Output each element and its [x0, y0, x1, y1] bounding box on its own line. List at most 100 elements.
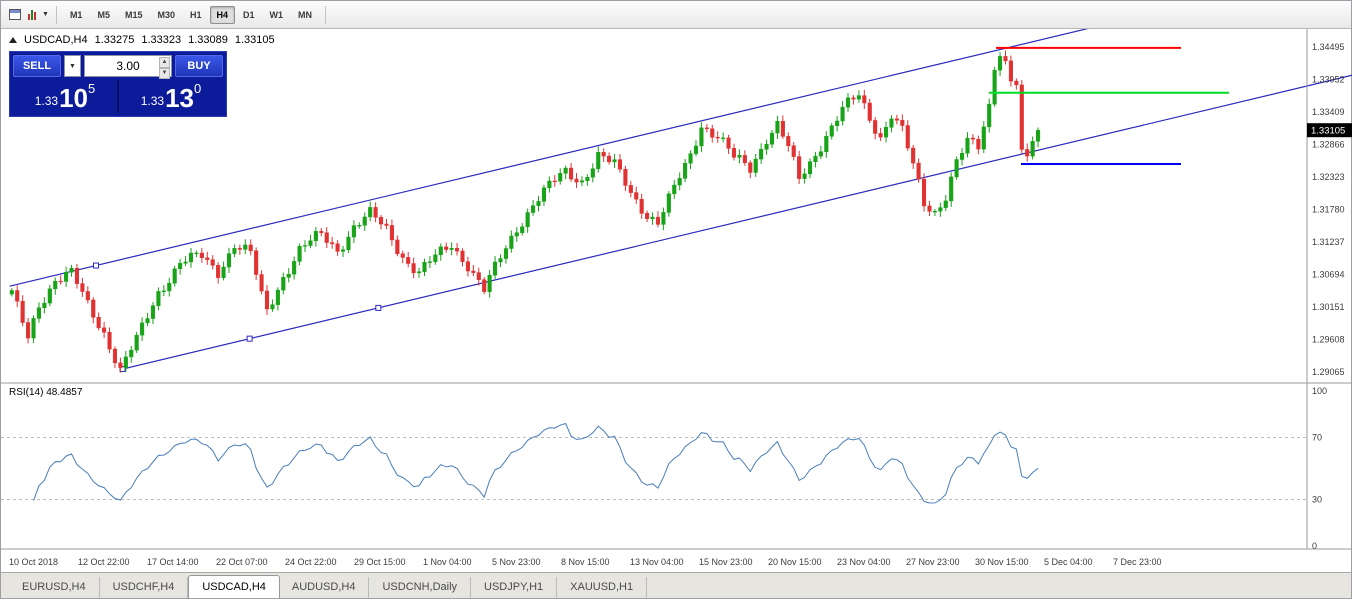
current-price-tag	[1307, 123, 1352, 138]
candle-body	[31, 318, 36, 339]
time-axis-label: 17 Oct 14:00	[147, 557, 199, 567]
candle-body	[949, 176, 954, 202]
candle-body	[862, 95, 867, 104]
time-axis-label: 8 Nov 15:00	[561, 557, 610, 567]
candle-body	[797, 156, 802, 179]
candle-body	[992, 69, 997, 105]
chart-tab-audusd-h4[interactable]: AUDUSD,H4	[279, 577, 370, 598]
channel-lower-line	[122, 74, 1352, 370]
candle-body	[449, 248, 454, 250]
candle-body	[829, 125, 834, 137]
candle-body	[856, 95, 861, 100]
candle-body	[666, 193, 671, 213]
candle-body	[1008, 60, 1013, 82]
candle-body	[340, 249, 346, 252]
candle-body	[645, 213, 650, 220]
candle-body	[938, 207, 943, 212]
chart-window-icon[interactable]	[5, 5, 25, 25]
candle-body	[232, 248, 237, 254]
candle-body	[894, 118, 899, 121]
candle-body	[286, 273, 291, 278]
buy-price[interactable]: 1.33 13 0	[119, 80, 223, 113]
spin-down-icon[interactable]: ▼	[159, 68, 170, 79]
candle-body	[883, 127, 889, 138]
rsi-axis-label: 0	[1312, 541, 1317, 551]
price-axis-label: 1.31780	[1312, 205, 1345, 215]
chart-tab-usdchf-h4[interactable]: USDCHF,H4	[100, 577, 189, 598]
timeframe-button-mn[interactable]: MN	[298, 9, 313, 20]
chart-tab-usdcnh-daily[interactable]: USDCNH,Daily	[369, 577, 472, 598]
timeframe-button-m30[interactable]: M30	[157, 9, 175, 20]
toolbar: ▼ M1 M5 M15 M30 H1 H4 D1 W1 MN	[1, 1, 1351, 29]
candle-body	[53, 280, 58, 290]
one-click-trade-panel: SELL ▼ 3.00 ▲ ▼ BUY 1.33 10 5 1.33 13 0	[9, 51, 227, 117]
candle-body	[916, 162, 921, 180]
candle-body	[1030, 141, 1035, 157]
candle-body	[965, 137, 970, 154]
spin-up-icon[interactable]: ▲	[159, 57, 170, 68]
candle-body	[129, 349, 134, 358]
candle-body	[373, 207, 378, 218]
candle-body	[721, 137, 726, 139]
sell-button[interactable]: SELL	[13, 55, 61, 77]
chart-tab-xauusd-h1[interactable]: XAUUSD,H1	[557, 577, 648, 598]
candle-body	[1014, 80, 1019, 86]
chart-type-dropdown-icon[interactable]: ▼	[27, 5, 50, 25]
chart-tab-usdcad-h4[interactable]: USDCAD,H4	[188, 575, 280, 598]
candle-body	[172, 268, 177, 284]
timeframe-button-d1[interactable]: D1	[243, 9, 255, 20]
candle-body	[520, 226, 525, 233]
volume-dropdown-button[interactable]: ▼	[64, 55, 81, 77]
candle-body	[715, 136, 720, 139]
candle-body	[612, 159, 617, 163]
candle-body	[85, 291, 90, 301]
candle-body	[254, 250, 259, 275]
timeframe-button-h1[interactable]: H1	[190, 9, 202, 20]
candle-body	[80, 283, 85, 292]
candle-body	[764, 143, 769, 150]
candle-body	[205, 257, 210, 260]
one-click-toggle-icon[interactable]	[9, 37, 17, 43]
candle-body	[156, 291, 161, 306]
candle-body	[395, 239, 400, 255]
chart-tab-eurusd-h4[interactable]: EURUSD,H4	[9, 577, 100, 598]
volume-stepper[interactable]: ▲ ▼	[159, 57, 170, 79]
candle-body	[769, 132, 775, 145]
candle-body	[791, 145, 796, 157]
candle-body	[297, 245, 302, 262]
candle-body	[58, 280, 63, 283]
price-chart-canvas[interactable]: 1.34495 1.33952 1.33409 1.32866 1.32323 1.317…	[1, 29, 1352, 572]
candle-body	[932, 210, 937, 213]
candle-body	[406, 257, 411, 264]
candle-body	[226, 253, 232, 268]
volume-input[interactable]: 3.00 ▲ ▼	[84, 55, 172, 79]
timeframe-button-m5[interactable]: M5	[97, 9, 110, 20]
candle-body	[335, 243, 340, 252]
candle-body	[536, 201, 541, 206]
time-axis-label: 7 Dec 23:00	[1113, 557, 1162, 567]
buy-button[interactable]: BUY	[175, 55, 223, 77]
candle-body	[64, 271, 69, 282]
time-axis-label: 22 Oct 07:00	[216, 557, 268, 567]
candle-body	[270, 304, 275, 310]
timeframe-button-m1[interactable]: M1	[69, 9, 83, 20]
candle-body	[313, 231, 318, 241]
candle-body	[601, 152, 606, 157]
candle-body	[444, 246, 449, 250]
sell-price[interactable]: 1.33 10 5	[13, 80, 119, 113]
candle-body	[889, 118, 894, 128]
candle-body	[867, 102, 872, 121]
timeframe-button-w1[interactable]: W1	[269, 9, 284, 20]
price-axis-label: 1.34495	[1312, 42, 1345, 52]
time-axis-label: 23 Nov 04:00	[837, 557, 891, 567]
candle-body	[455, 248, 460, 252]
candle-body	[921, 179, 927, 207]
candle-body	[596, 152, 601, 169]
timeframe-button-h4[interactable]: H4	[209, 5, 236, 24]
chart-tab-usdjpy-h1[interactable]: USDJPY,H1	[471, 577, 558, 598]
candle-body	[960, 153, 965, 160]
candle-body	[210, 259, 215, 266]
timeframe-button-m15[interactable]: M15	[124, 9, 143, 20]
candle-body	[178, 263, 183, 270]
candle-body	[498, 258, 503, 263]
